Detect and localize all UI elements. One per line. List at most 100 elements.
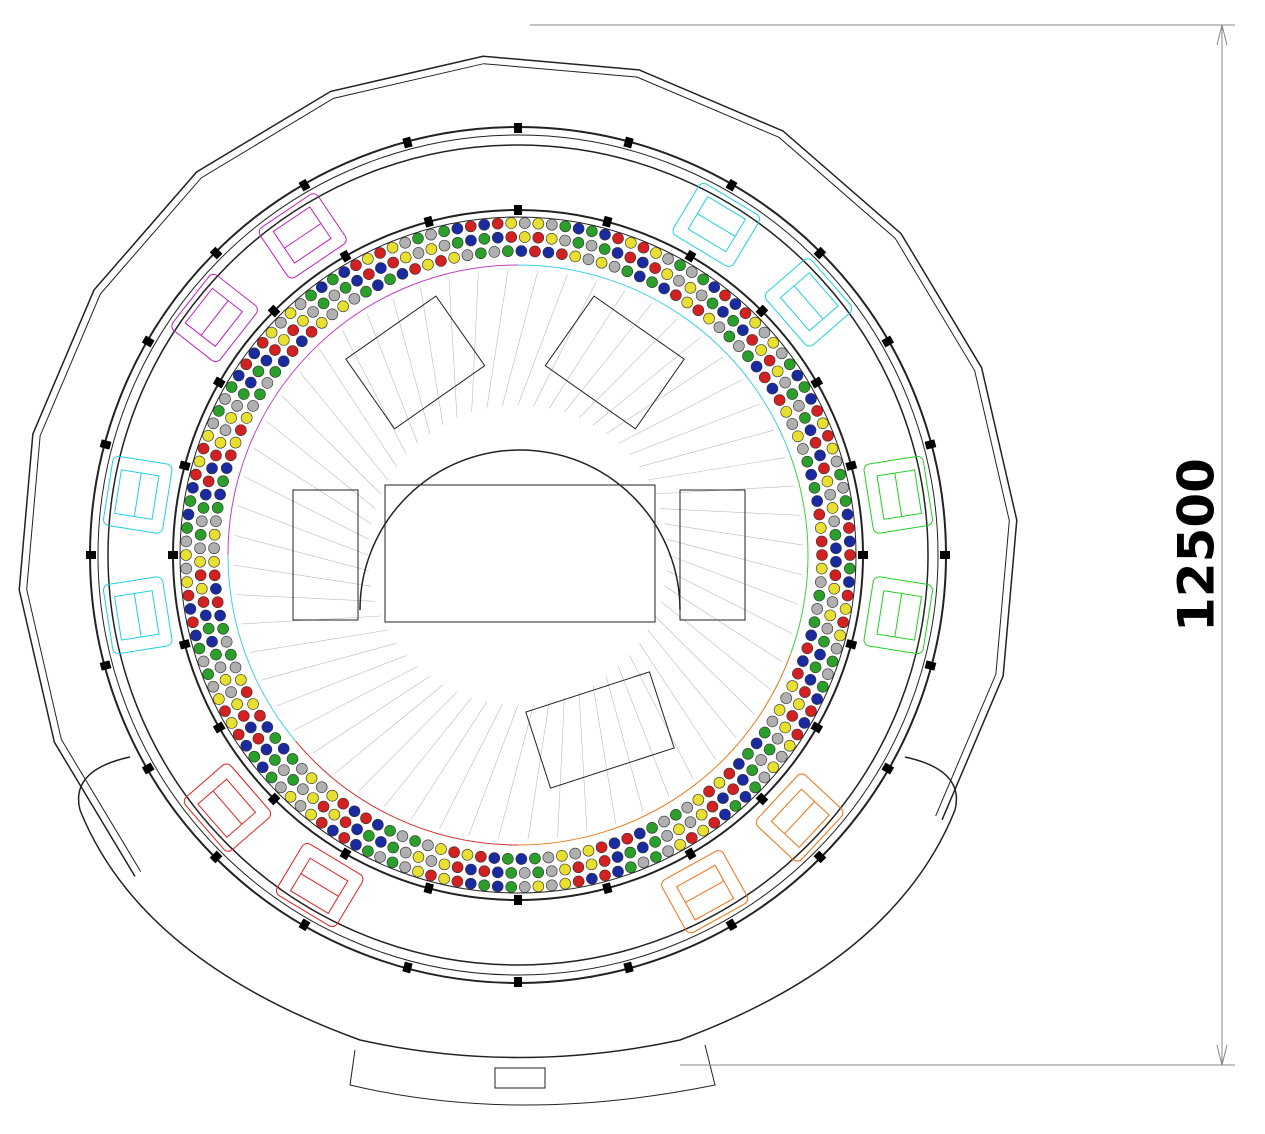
ball [828,515,841,528]
ball [193,455,206,468]
ball [811,405,823,417]
ball [799,412,811,424]
hatch [578,318,678,419]
ball [826,596,839,608]
ball [305,326,318,338]
hatch [592,684,616,823]
ball [692,304,705,317]
ball [210,648,222,661]
ball [611,851,624,863]
ride-module [863,576,934,655]
clamp [858,551,868,559]
ball [491,880,504,893]
ball [767,336,780,349]
ball [248,347,261,360]
ball [801,455,814,468]
ball [307,306,319,318]
ball [805,705,817,717]
clamp [212,721,226,734]
ball [713,776,726,789]
ball [805,393,817,405]
ball [245,376,257,389]
ball [375,836,387,848]
hatch [233,534,369,571]
clamp [755,792,769,806]
ball [532,231,545,244]
ball [284,307,297,319]
ball [451,222,464,235]
clamp [514,977,522,987]
ball [739,307,752,319]
hatch [654,615,755,715]
ball [305,772,318,784]
ball [758,371,771,384]
ball [556,248,568,260]
hatch [647,457,786,481]
hatch [592,336,702,426]
ball [646,276,658,288]
plan-body [18,55,1018,1106]
ball [559,220,572,233]
hatch [647,629,737,739]
ball [674,259,686,272]
ride-module [764,258,853,347]
ball [515,853,528,865]
clamp [267,304,281,318]
clamp [141,762,155,775]
hatch [237,505,369,556]
ball [187,481,199,494]
hatch [605,676,644,812]
clamp [402,136,413,149]
ball [217,475,229,488]
module-frame [755,773,844,862]
ball [572,222,585,235]
ball [194,528,207,541]
ball [412,247,425,259]
ball [399,251,412,264]
ball [315,317,328,329]
ball [811,495,823,507]
ball [297,314,309,327]
ball [231,698,243,710]
ball [830,642,843,655]
ball [327,273,339,286]
ball [207,417,220,430]
ball [422,258,434,271]
clamp [209,246,223,260]
ball [491,866,504,879]
ball [572,875,585,888]
ball [461,848,474,861]
ball [317,800,330,813]
ball [830,555,842,568]
ball [363,268,375,280]
ball [766,715,779,728]
ride-module [672,182,761,267]
hatch [629,403,760,455]
module-seat [197,778,257,839]
hatch [266,420,376,509]
ball [261,721,274,733]
ball [621,265,634,278]
ball [775,347,788,360]
ball [213,693,225,705]
ball [763,743,776,756]
ball [307,792,319,804]
ball [805,468,817,481]
ball [435,255,447,267]
ball [681,801,694,814]
ball [184,603,197,615]
ball [695,289,708,302]
ball [286,345,299,357]
ball [284,791,297,803]
stairs [345,295,486,430]
ball [546,218,558,231]
ball [197,442,210,455]
ball [829,569,842,582]
ball [556,850,568,862]
ball [265,771,278,784]
ball [837,616,849,629]
clamp [940,551,950,559]
ball [478,879,490,892]
ball [265,326,278,339]
clamp [178,639,191,650]
